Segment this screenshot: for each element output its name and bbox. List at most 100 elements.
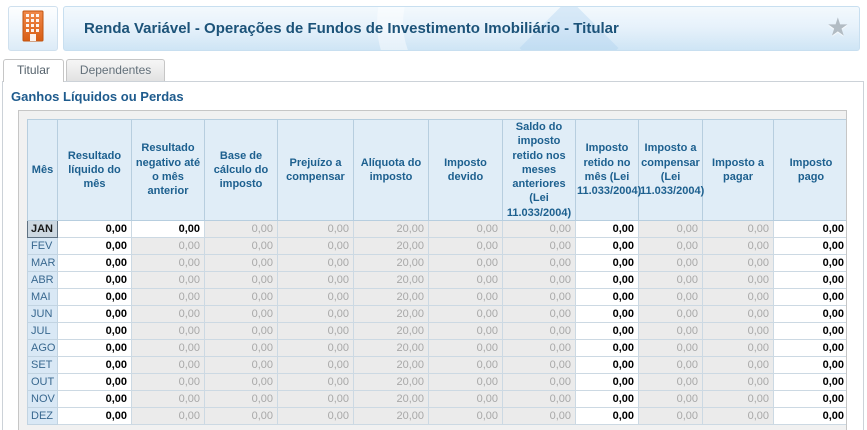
editable-value-cell[interactable]: 0,00 — [575, 339, 639, 358]
readonly-value-cell: 0,00 — [702, 356, 774, 375]
month-cell[interactable]: JAN — [27, 220, 58, 239]
editable-value-cell[interactable]: 0,00 — [773, 322, 846, 341]
tab-dependentes[interactable]: Dependentes — [65, 59, 166, 81]
editable-value-cell[interactable]: 0,00 — [575, 407, 639, 426]
editable-value-cell[interactable]: 0,00 — [773, 356, 846, 375]
editable-value-cell[interactable]: 0,00 — [575, 322, 639, 341]
readonly-value-cell: 0,00 — [277, 254, 354, 273]
star-icon[interactable]: ★ — [826, 13, 849, 41]
readonly-value-cell: 0,00 — [204, 254, 278, 273]
building-icon — [19, 10, 47, 48]
editable-value-cell[interactable]: 0,00 — [575, 373, 639, 392]
table-row: DEZ 0,00 0,00 0,00 0,00 20,00 0,00 0,00 0,00 0,00… — [27, 407, 846, 426]
column-header: Mês — [27, 118, 58, 222]
readonly-value-cell: 0,00 — [277, 322, 354, 341]
editable-value-cell[interactable]: 0,00 — [773, 254, 846, 273]
editable-value-cell[interactable]: 0,00 — [575, 288, 639, 307]
editable-value-cell[interactable]: 0,00 — [773, 339, 846, 358]
readonly-value-cell: 0,00 — [638, 373, 703, 392]
editable-value-cell[interactable]: 0,00 — [575, 305, 639, 324]
table-row: JAN 0,00 0,00 0,00 0,00 20,00 0,00 0,00 0,00 0,00… — [27, 220, 846, 239]
editable-value-cell[interactable]: 0,00 — [773, 288, 846, 307]
editable-value-cell[interactable]: 0,00 — [57, 390, 132, 409]
month-cell[interactable]: SET — [27, 356, 58, 375]
readonly-value-cell: 0,00 — [131, 305, 205, 324]
readonly-value-cell: 0,00 — [204, 305, 278, 324]
editable-value-cell[interactable]: 0,00 — [57, 271, 132, 290]
editable-value-cell[interactable]: 0,00 — [57, 322, 132, 341]
table-row: MAR 0,00 0,00 0,00 0,00 20,00 0,00 0,00 0,00 0,00… — [27, 254, 846, 273]
editable-value-cell[interactable]: 0,00 — [773, 271, 846, 290]
editable-value-cell[interactable]: 0,00 — [57, 254, 132, 273]
editable-value-cell[interactable]: 0,00 — [57, 373, 132, 392]
editable-value-cell[interactable]: 0,00 — [773, 305, 846, 324]
month-cell[interactable]: DEZ — [27, 407, 58, 426]
readonly-value-cell: 0,00 — [131, 271, 205, 290]
readonly-value-cell: 0,00 — [277, 271, 354, 290]
readonly-value-cell: 0,00 — [702, 220, 774, 239]
month-cell[interactable]: OUT — [27, 373, 58, 392]
column-header: Prejuízo a compensar — [277, 118, 354, 222]
readonly-value-cell: 0,00 — [204, 390, 278, 409]
readonly-value-cell: 0,00 — [277, 220, 354, 239]
readonly-value-cell: 0,00 — [502, 407, 576, 426]
section-title: Ganhos Líquidos ou Perdas — [11, 89, 184, 104]
editable-value-cell[interactable]: 0,00 — [57, 356, 132, 375]
month-cell[interactable]: JUL — [27, 322, 58, 341]
readonly-value-cell: 0,00 — [502, 322, 576, 341]
editable-value-cell[interactable]: 0,00 — [57, 407, 132, 426]
editable-value-cell[interactable]: 0,00 — [57, 288, 132, 307]
readonly-value-cell: 0,00 — [428, 322, 503, 341]
readonly-value-cell: 0,00 — [204, 220, 278, 239]
editable-value-cell[interactable]: 0,00 — [575, 271, 639, 290]
table-row: SET 0,00 0,00 0,00 0,00 20,00 0,00 0,00 0,00 0,00… — [27, 356, 846, 375]
editable-value-cell[interactable]: 0,00 — [575, 254, 639, 273]
editable-value-cell[interactable]: 0,00 — [575, 220, 639, 239]
readonly-value-cell: 0,00 — [277, 288, 354, 307]
title-bar: Renda Variável - Operações de Fundos de … — [63, 6, 860, 51]
readonly-value-cell: 0,00 — [638, 254, 703, 273]
editable-value-cell[interactable]: 0,00 — [773, 407, 846, 426]
month-cell[interactable]: JUN — [27, 305, 58, 324]
editable-value-cell[interactable]: 0,00 — [57, 220, 132, 239]
tab-content-panel: Ganhos Líquidos ou Perdas Mês Resultado l… — [2, 81, 864, 430]
editable-value-cell[interactable]: 0,00 — [575, 390, 639, 409]
month-cell[interactable]: ABR — [27, 271, 58, 290]
readonly-value-cell: 0,00 — [428, 390, 503, 409]
readonly-value-cell: 0,00 — [131, 373, 205, 392]
readonly-value-cell: 0,00 — [638, 271, 703, 290]
tab-titular[interactable]: Titular — [3, 59, 64, 82]
editable-value-cell[interactable]: 0,00 — [773, 237, 846, 256]
month-cell[interactable]: MAI — [27, 288, 58, 307]
editable-value-cell[interactable]: 0,00 — [773, 390, 846, 409]
editable-value-cell[interactable]: 0,00 — [575, 237, 639, 256]
readonly-value-cell: 0,00 — [502, 237, 576, 256]
editable-value-cell[interactable]: 0,00 — [575, 356, 639, 375]
page-title: Renda Variável - Operações de Fundos de … — [84, 20, 619, 37]
editable-value-cell[interactable]: 0,00 — [773, 373, 846, 392]
month-cell[interactable]: AGO — [27, 339, 58, 358]
month-cell[interactable]: FEV — [27, 237, 58, 256]
editable-value-cell[interactable]: 0,00 — [57, 339, 132, 358]
readonly-value-cell: 20,00 — [353, 339, 429, 358]
readonly-value-cell: 20,00 — [353, 390, 429, 409]
month-cell[interactable]: MAR — [27, 254, 58, 273]
readonly-value-cell: 0,00 — [428, 373, 503, 392]
editable-value-cell[interactable]: 0,00 — [773, 220, 846, 239]
column-header: Imposto pago — [773, 118, 846, 222]
table-container: Mês Resultado líquido do mês Resultado neg… — [18, 110, 847, 430]
readonly-value-cell: 0,00 — [638, 407, 703, 426]
editable-value-cell[interactable]: 0,00 — [57, 305, 132, 324]
readonly-value-cell: 0,00 — [277, 237, 354, 256]
readonly-value-cell: 20,00 — [353, 220, 429, 239]
month-cell[interactable]: NOV — [27, 390, 58, 409]
readonly-value-cell: 0,00 — [702, 373, 774, 392]
editable-value-cell[interactable]: 0,00 — [131, 220, 205, 239]
readonly-value-cell: 0,00 — [638, 305, 703, 324]
readonly-value-cell: 0,00 — [638, 237, 703, 256]
readonly-value-cell: 0,00 — [502, 220, 576, 239]
column-header: Alíquota do imposto — [353, 118, 429, 222]
readonly-value-cell: 0,00 — [131, 339, 205, 358]
editable-value-cell[interactable]: 0,00 — [57, 237, 132, 256]
